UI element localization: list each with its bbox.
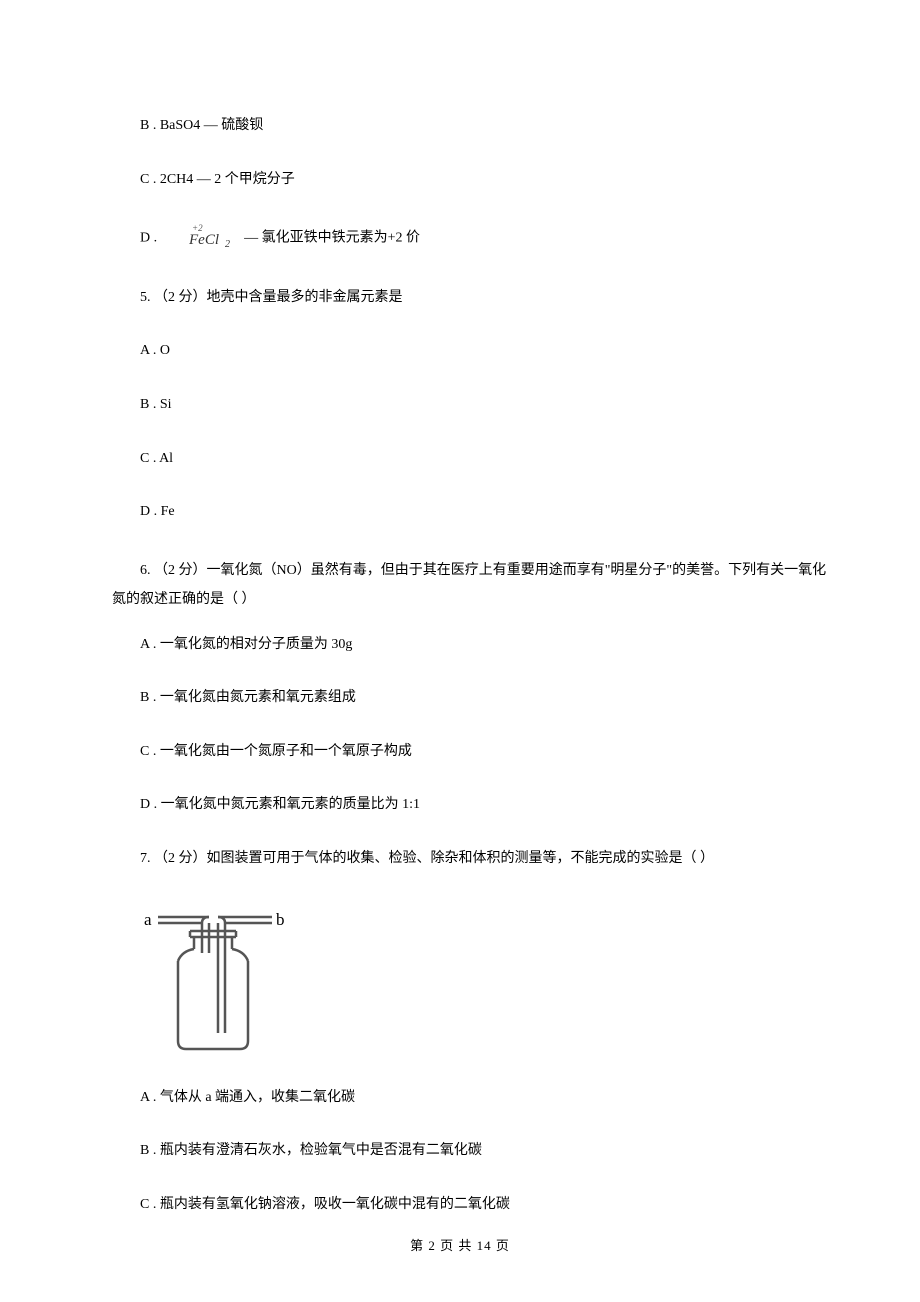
q6-stem: 6. （2 分）一氧化氮（NO）虽然有毒，但由于其在医疗上有重要用途而享有"明星…	[112, 556, 838, 615]
svg-text:2: 2	[225, 239, 230, 247]
q7-option-b: B . 瓶内装有澄清石灰水，检验氧气中是否混有二氧化碳	[112, 1141, 838, 1161]
q6-option-b: B . 一氧化氮由氮元素和氧元素组成	[112, 688, 838, 708]
q4-option-c: C . 2CH4 — 2 个甲烷分子	[112, 170, 838, 190]
diagram-label-a: a	[144, 910, 152, 929]
q4-option-b: B . BaSO4 — 硫酸钡	[112, 116, 838, 136]
q7-stem: 7. （2 分）如图装置可用于气体的收集、检验、除杂和体积的测量等，不能完成的实…	[112, 849, 838, 869]
q6-option-c: C . 一氧化氮由一个氮原子和一个氧原子构成	[112, 742, 838, 762]
q4-option-d: D . +2 FeCl 2 — 氯化亚铁中铁元素为+2 价	[112, 223, 838, 254]
q4-option-d-prefix: D .	[140, 231, 161, 246]
q7-option-a: A . 气体从 a 端通入，收集二氧化碳	[112, 1088, 838, 1108]
q4-option-d-suffix: — 氯化亚铁中铁元素为+2 价	[241, 231, 420, 246]
q5-option-b: B . Si	[112, 395, 838, 415]
q6-option-d: D . 一氧化氮中氮元素和氧元素的质量比为 1:1	[112, 795, 838, 815]
q5-option-d: D . Fe	[112, 502, 838, 522]
gas-bottle-diagram: a b	[140, 903, 838, 1058]
page-footer: 第 2 页 共 14 页	[0, 1235, 920, 1254]
q7-option-c: C . 瓶内装有氢氧化钠溶液，吸收一氧化碳中混有的二氧化碳	[112, 1195, 838, 1215]
svg-text:FeCl: FeCl	[189, 232, 219, 247]
q5-stem: 5. （2 分）地壳中含量最多的非金属元素是	[112, 288, 838, 308]
q5-option-a: A . O	[112, 341, 838, 361]
fecl2-formula-icon: +2 FeCl 2	[161, 223, 237, 254]
q5-option-c: C . Al	[112, 449, 838, 469]
page-content: B . BaSO4 — 硫酸钡 C . 2CH4 — 2 个甲烷分子 D . +…	[0, 0, 920, 1214]
diagram-label-b: b	[276, 910, 285, 929]
q6-option-a: A . 一氧化氮的相对分子质量为 30g	[112, 635, 838, 655]
